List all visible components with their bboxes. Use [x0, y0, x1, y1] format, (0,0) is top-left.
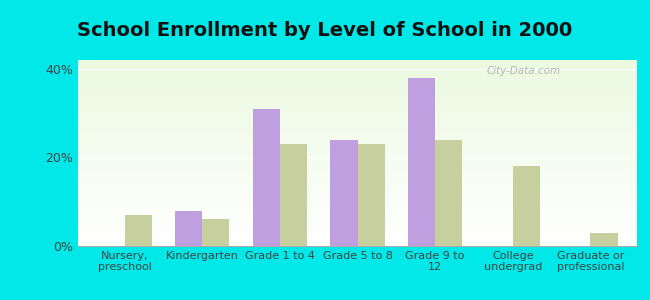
Bar: [125, 215, 151, 246]
Bar: [330, 140, 358, 246]
Bar: [253, 109, 280, 246]
Bar: [590, 233, 618, 246]
Bar: [202, 219, 229, 246]
Bar: [358, 144, 385, 246]
Bar: [175, 211, 202, 246]
Bar: [513, 166, 540, 246]
Bar: [408, 78, 435, 246]
Text: City-Data.com: City-Data.com: [486, 66, 560, 76]
Bar: [280, 144, 307, 246]
Bar: [435, 140, 462, 246]
Text: School Enrollment by Level of School in 2000: School Enrollment by Level of School in …: [77, 21, 573, 40]
